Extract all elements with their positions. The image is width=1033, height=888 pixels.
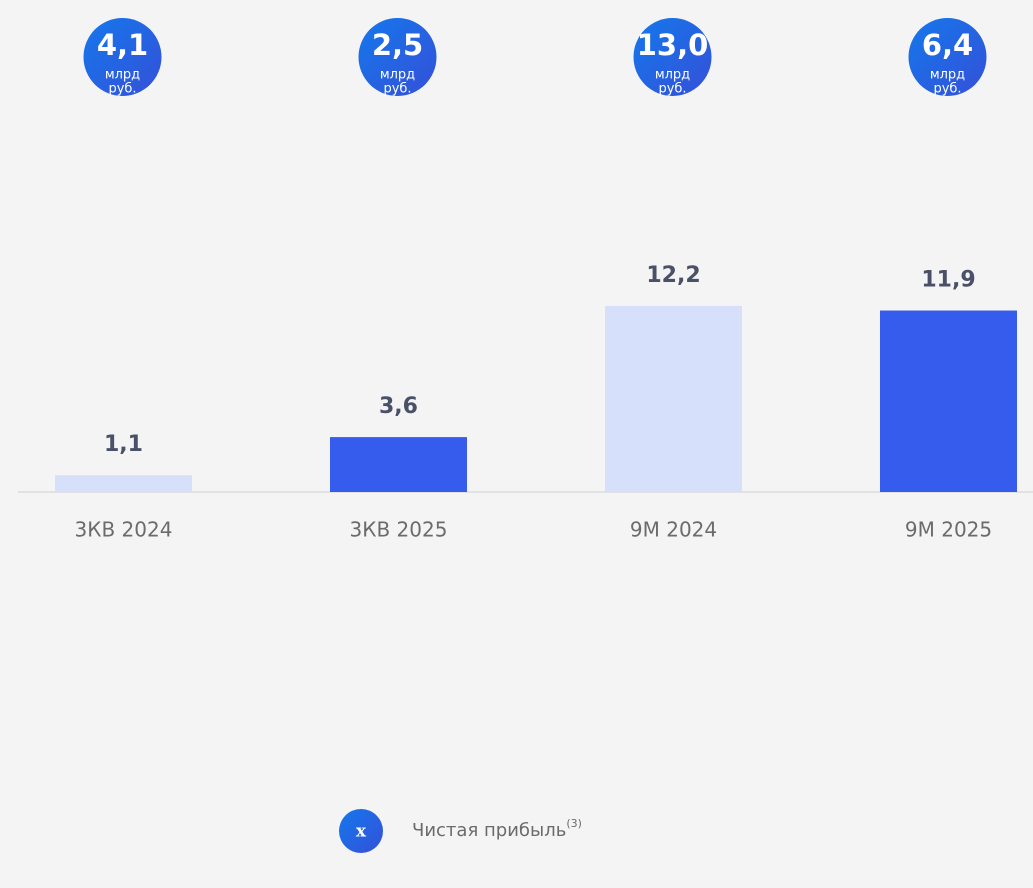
legend-icon-label: x [356, 822, 367, 842]
bar [330, 437, 467, 492]
bar [880, 310, 1017, 492]
badge-unit: руб. [933, 82, 961, 97]
badge-unit: млрд [655, 68, 690, 83]
badge [358, 18, 437, 96]
badge-unit: млрд [105, 68, 140, 83]
badge-value: 6,4 [922, 28, 973, 62]
badge [908, 18, 987, 96]
value-label: 1,1 [104, 432, 143, 457]
legend-name: Чистая прибыль [412, 820, 566, 841]
bar [55, 475, 192, 492]
badge-unit: руб. [658, 82, 686, 97]
badge-value: 13,0 [637, 28, 709, 62]
legend-icon [339, 809, 383, 853]
x-tick-label: 3КВ 2025 [350, 518, 448, 542]
badge-unit: руб. [108, 82, 136, 97]
badge [633, 18, 712, 96]
bar [605, 305, 742, 492]
legend-note: (3) [566, 817, 582, 830]
legend-label: Чистая прибыль(3) [412, 817, 582, 841]
badge-value: 4,1 [97, 28, 148, 62]
x-tick-label: 9М 2025 [905, 518, 992, 542]
value-label: 3,6 [379, 394, 418, 419]
value-label: 11,9 [921, 268, 975, 293]
x-tick-label: 9М 2024 [630, 518, 717, 542]
badge-value: 2,5 [372, 28, 423, 62]
badge-unit: млрд [930, 68, 965, 83]
badge-unit: руб. [383, 82, 411, 97]
badge-unit: млрд [380, 68, 415, 83]
badge [83, 18, 162, 96]
value-label: 12,2 [646, 263, 700, 288]
x-tick-label: 3КВ 2024 [75, 518, 173, 542]
